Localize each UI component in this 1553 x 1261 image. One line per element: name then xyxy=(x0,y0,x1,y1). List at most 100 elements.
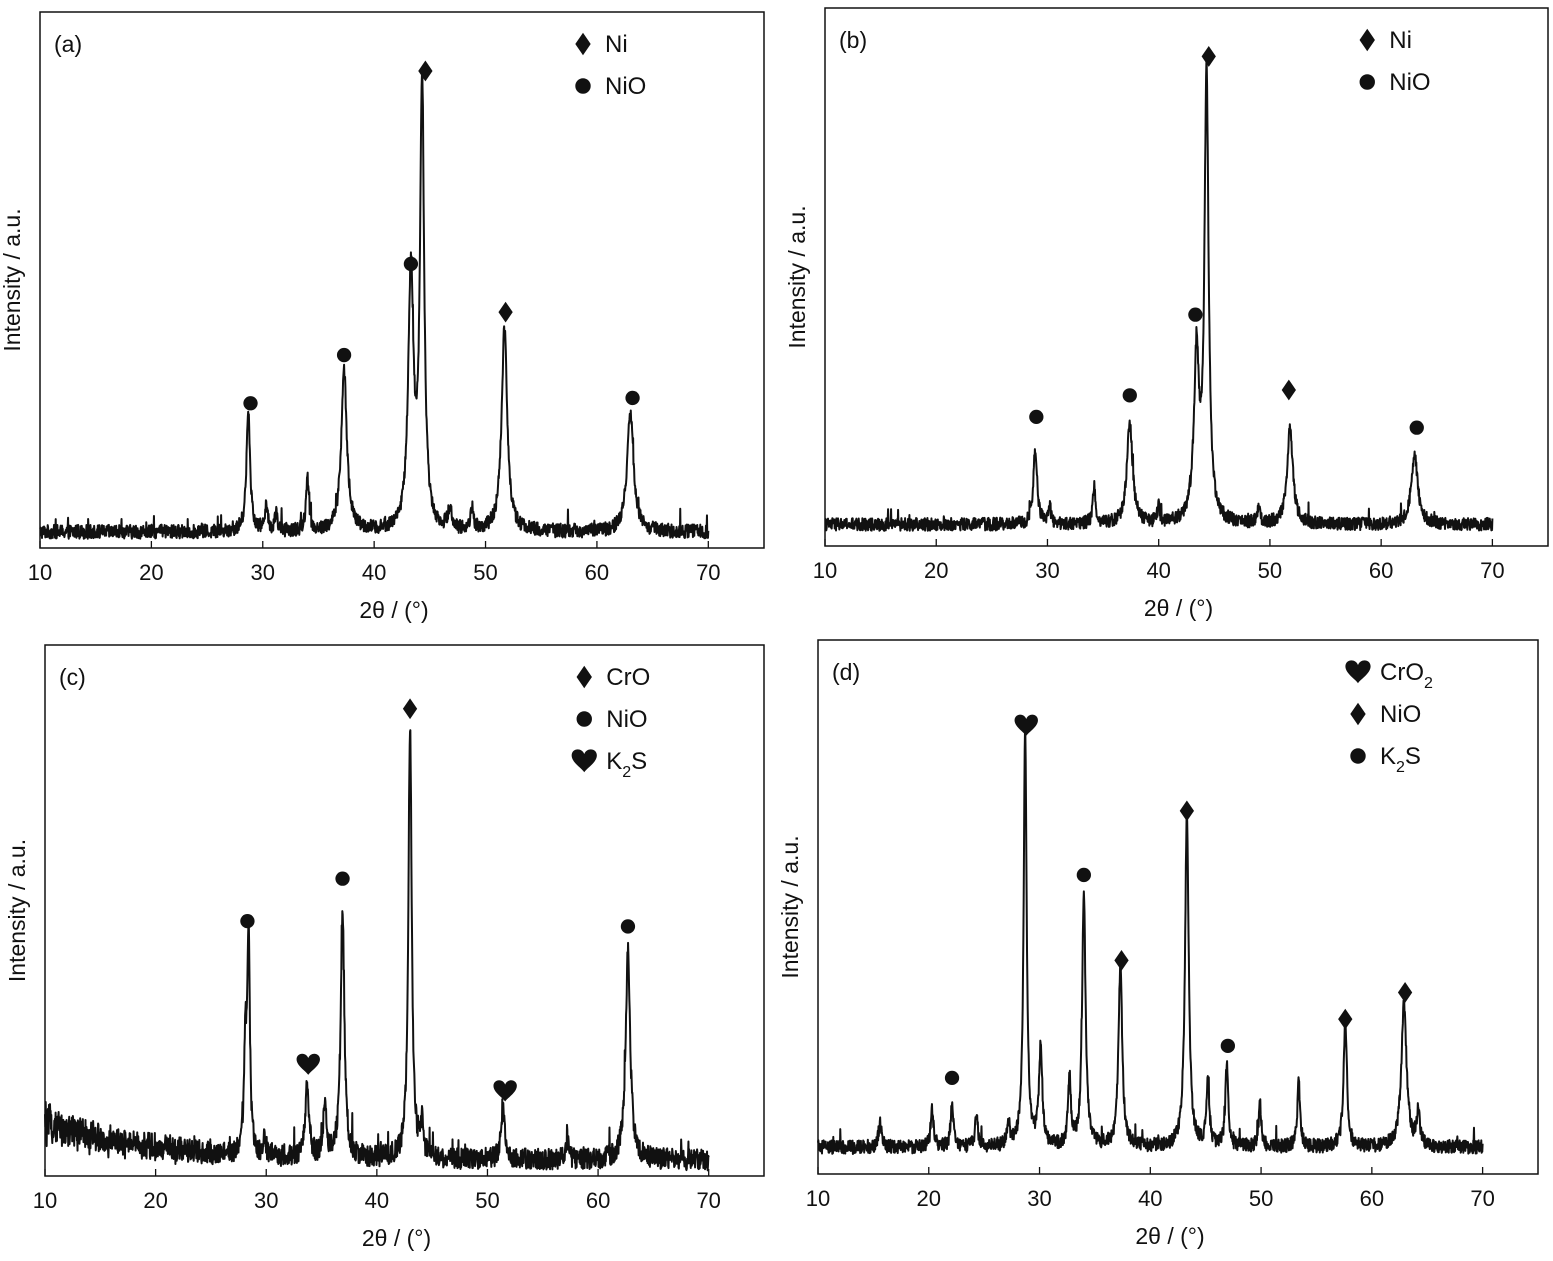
x-tick-label: 60 xyxy=(585,560,609,585)
legend-label: NiO xyxy=(606,706,647,733)
x-tick-label: 40 xyxy=(1146,558,1170,583)
peak-circle-marker xyxy=(625,390,640,406)
peak-circle-marker xyxy=(1188,307,1203,322)
peak-circle-marker xyxy=(403,256,419,272)
xrd-pattern-line xyxy=(39,68,710,540)
legend-label-tail: S xyxy=(1405,743,1421,770)
peak-circle-marker xyxy=(240,913,255,929)
legend-label-main: Ni xyxy=(605,31,628,58)
peak-circle-marker xyxy=(335,871,350,886)
peak-circle-marker xyxy=(1122,388,1137,403)
x-axis-label: 2θ / (°) xyxy=(1135,1223,1204,1249)
legend-label-main: Ni xyxy=(1389,27,1412,54)
peak-circle-marker xyxy=(336,347,352,363)
plot-frame xyxy=(39,11,765,549)
x-tick-label: 20 xyxy=(924,558,948,583)
x-tick-label: 30 xyxy=(251,560,275,585)
x-tick-label: 20 xyxy=(143,1188,167,1213)
peak-circle-marker xyxy=(1076,867,1091,883)
legend-label-main: K xyxy=(1380,743,1396,770)
x-tick-label: 40 xyxy=(362,560,386,585)
y-axis-label: Intensity / a.u. xyxy=(784,205,810,348)
legend-label: Ni xyxy=(605,31,628,58)
xrd-panel-a: 10 20 30 40 50 60 70 2θ / (°) Intensity / a.u. (a… xyxy=(0,11,765,623)
x-axis-label: 2θ / (°) xyxy=(1144,595,1213,621)
x-axis-label: 2θ / (°) xyxy=(362,1225,431,1251)
legend-label: K2S xyxy=(606,748,647,781)
x-tick-label: 30 xyxy=(254,1188,278,1213)
panel-label: (c) xyxy=(59,664,86,690)
legend-label: CrO2 xyxy=(1380,659,1433,692)
x-tick-label: 40 xyxy=(1138,1186,1162,1211)
x-tick-label: 50 xyxy=(475,1188,499,1213)
peak-diamond-marker xyxy=(1338,1008,1353,1030)
x-tick-label: 50 xyxy=(473,560,497,585)
x-tick-label: 10 xyxy=(33,1188,57,1213)
x-tick-label: 50 xyxy=(1258,558,1282,583)
legend-label: K2S xyxy=(1380,743,1421,776)
peak-circle-marker xyxy=(1409,420,1424,435)
x-tick-label: 10 xyxy=(28,560,52,585)
legend-circle-icon xyxy=(576,711,592,727)
peak-circle-marker xyxy=(1029,409,1044,425)
peak-diamond-marker xyxy=(402,698,418,720)
y-axis-label: Intensity / a.u. xyxy=(777,835,803,978)
peak-circle-marker xyxy=(944,1070,960,1086)
peak-diamond-marker xyxy=(498,301,513,323)
legend-label: Ni xyxy=(1389,27,1412,54)
x-tick-label: 30 xyxy=(1027,1186,1051,1211)
x-tick-label: 70 xyxy=(696,1188,720,1213)
peak-diamond-marker xyxy=(1114,950,1129,971)
panel-label: (b) xyxy=(839,27,867,53)
legend-label: NiO xyxy=(605,73,646,100)
peak-diamond-marker xyxy=(1397,982,1413,1003)
legend-label-sub: 2 xyxy=(1396,759,1405,776)
x-tick-label: 60 xyxy=(586,1188,610,1213)
peak-heart-marker xyxy=(493,1080,517,1102)
x-tick-label: 70 xyxy=(696,560,720,585)
peak-diamond-marker xyxy=(1201,46,1216,67)
x-tick-label: 20 xyxy=(139,560,163,585)
legend-heart-icon xyxy=(571,749,597,773)
legend-label: NiO xyxy=(1380,701,1421,728)
legend-label: CrO xyxy=(606,664,650,691)
xrd-panel-d: 10 20 30 40 50 60 70 2θ / (°) Intensity / a.u. (d… xyxy=(777,639,1539,1249)
peak-diamond-marker xyxy=(1179,800,1195,822)
legend-diamond-icon xyxy=(1350,702,1366,726)
x-tick-label: 20 xyxy=(917,1186,941,1211)
peak-circle-marker xyxy=(620,919,636,934)
x-tick-label: 10 xyxy=(806,1186,830,1211)
peak-diamond-marker xyxy=(418,60,433,82)
x-tick-label: 50 xyxy=(1249,1186,1273,1211)
x-tick-label: 40 xyxy=(365,1188,389,1213)
xrd-pattern-line xyxy=(44,729,710,1172)
legend-label-main: NiO xyxy=(1380,701,1421,728)
x-tick-label: 10 xyxy=(813,558,837,583)
x-tick-label: 30 xyxy=(1035,558,1059,583)
xrd-pattern-line xyxy=(817,728,1484,1155)
y-axis-label: Intensity / a.u. xyxy=(0,208,25,351)
x-tick-label: 70 xyxy=(1470,1186,1494,1211)
panel-label: (d) xyxy=(832,659,860,685)
legend-label-sub: 2 xyxy=(622,764,631,781)
legend-label: NiO xyxy=(1389,69,1430,96)
xrd-panel-b: 10 20 30 40 50 60 70 2θ / (°) Intensity / a.u. (b… xyxy=(784,7,1549,621)
legend-heart-icon xyxy=(1345,660,1371,684)
peak-circle-marker xyxy=(1220,1038,1235,1053)
legend-circle-icon xyxy=(1359,74,1375,90)
legend-label-main: NiO xyxy=(1389,69,1430,96)
peak-diamond-marker xyxy=(1281,379,1296,401)
x-tick-label: 60 xyxy=(1360,1186,1384,1211)
peak-heart-marker xyxy=(296,1053,320,1075)
peak-heart-marker xyxy=(1014,714,1038,736)
legend-label-main: K xyxy=(606,748,622,775)
legend-label-tail: S xyxy=(631,748,647,775)
legend-diamond-icon xyxy=(575,32,591,56)
plot-frame xyxy=(44,644,765,1177)
legend-label-main: CrO xyxy=(606,664,650,691)
legend-circle-icon xyxy=(1350,748,1366,764)
legend-label-sub: 2 xyxy=(1424,675,1433,692)
legend-label-main: CrO xyxy=(1380,659,1424,686)
legend-diamond-icon xyxy=(576,665,592,689)
